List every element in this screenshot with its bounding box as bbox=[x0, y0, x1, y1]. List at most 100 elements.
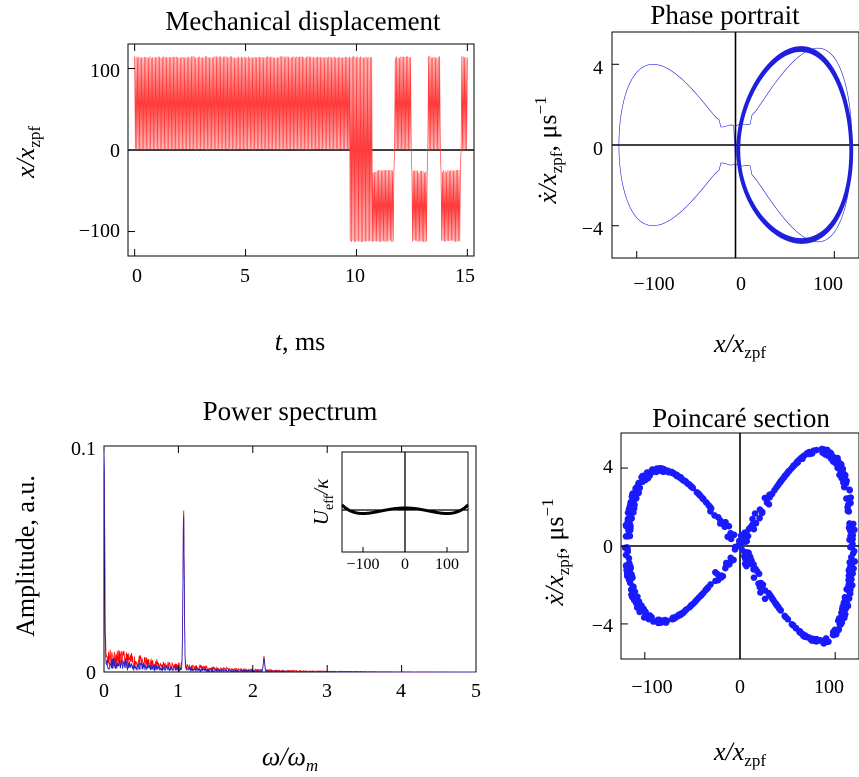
phase-xlabel: x/xzpf bbox=[713, 329, 766, 362]
poincare-point bbox=[751, 510, 759, 517]
poincare-point bbox=[749, 515, 756, 523]
poincare-point bbox=[725, 522, 733, 530]
displacement-xtick-label: 10 bbox=[345, 265, 365, 287]
displacement-ytick-label: 100 bbox=[90, 60, 120, 82]
poincare-point bbox=[776, 479, 784, 486]
poincare-point bbox=[677, 611, 685, 618]
poincare-point bbox=[700, 496, 707, 503]
phase-title: Phase portrait bbox=[650, 0, 800, 30]
phase-axes bbox=[612, 32, 859, 258]
poincare-point bbox=[768, 490, 776, 497]
poincare-point bbox=[851, 558, 859, 565]
spectrum-title: Power spectrum bbox=[203, 396, 378, 426]
spectrum-xlabel: ω/ωm bbox=[262, 742, 318, 775]
poincare-point bbox=[717, 517, 724, 524]
poincare-point bbox=[773, 483, 780, 491]
poincare-point bbox=[736, 539, 744, 546]
poincare-point bbox=[842, 605, 850, 612]
spectrum-xtick-label: 0 bbox=[99, 680, 109, 702]
poincare-point bbox=[623, 570, 631, 577]
poincare-ytick-label: 0 bbox=[603, 536, 613, 558]
poincare-point bbox=[843, 477, 850, 485]
phase-xtick-label: −100 bbox=[633, 273, 674, 295]
poincare-point bbox=[773, 601, 780, 608]
poincare-point bbox=[800, 632, 808, 639]
poincare-point bbox=[837, 470, 845, 477]
inset-axes bbox=[342, 452, 468, 552]
poincare-point bbox=[845, 581, 853, 588]
poincare-point bbox=[728, 557, 735, 565]
poincare-xtick-label: −100 bbox=[631, 676, 672, 698]
poincare-point bbox=[794, 459, 801, 466]
poincare-point bbox=[835, 625, 843, 633]
inset-xtick-label: 100 bbox=[435, 556, 459, 573]
phase-ylabel: ẋ/xzpf, μs−1 bbox=[531, 96, 566, 204]
spectrum-xtick-label: 4 bbox=[396, 680, 406, 702]
poincare-point bbox=[660, 468, 667, 476]
poincare-point bbox=[750, 566, 757, 573]
poincare-point bbox=[682, 478, 690, 485]
poincare-point bbox=[722, 564, 729, 572]
poincare-point bbox=[661, 616, 669, 624]
poincare-point bbox=[756, 514, 763, 522]
poincare-ytick-label: 4 bbox=[603, 456, 613, 478]
poincare-point bbox=[719, 572, 727, 580]
poincare-point bbox=[845, 524, 853, 532]
poincare-point bbox=[669, 614, 677, 622]
poincare-point bbox=[784, 615, 792, 623]
poincare-point bbox=[847, 565, 855, 573]
inset-potential-curve bbox=[340, 503, 470, 516]
poincare-point bbox=[626, 526, 634, 534]
poincare-point bbox=[835, 458, 842, 465]
poincare-point bbox=[649, 618, 657, 625]
poincare-point bbox=[848, 576, 855, 583]
spectrum-xtick-label: 2 bbox=[248, 680, 258, 702]
phase-ticks bbox=[612, 63, 835, 258]
spectrum-ytick-label: 0 bbox=[86, 662, 96, 684]
poincare-point bbox=[851, 526, 858, 534]
poincare-ytick-label: −4 bbox=[592, 615, 613, 637]
poincare-point bbox=[824, 446, 831, 454]
inset-xtick-label: 0 bbox=[401, 556, 409, 573]
poincare-point bbox=[631, 588, 639, 595]
spectrum-ytick-label: 0.1 bbox=[71, 438, 96, 460]
poincare-ticks bbox=[621, 467, 836, 659]
poincare-point bbox=[789, 622, 797, 629]
spectrum-xtick-label: 3 bbox=[322, 680, 332, 702]
poincare-xtick-label: 0 bbox=[735, 676, 745, 698]
poincare-point bbox=[632, 485, 640, 492]
poincare-point bbox=[688, 483, 696, 491]
phase-ytick-label: −4 bbox=[582, 218, 603, 240]
displacement-ytick-label: −100 bbox=[79, 220, 120, 242]
displacement-ytick-label: 0 bbox=[110, 140, 120, 162]
poincare-title: Poincaré section bbox=[652, 403, 830, 433]
poincare-point bbox=[763, 499, 771, 507]
spectrum-inset: −100 0 100 Ueff/κ bbox=[309, 451, 470, 573]
poincare-point bbox=[846, 559, 853, 566]
spectrum-xtick-label: 5 bbox=[471, 680, 481, 702]
poincare-ylabel: ẋ/xzpf, μs−1 bbox=[538, 498, 573, 606]
poincare-point bbox=[628, 593, 636, 601]
poincare-point bbox=[786, 467, 793, 475]
spectrum-xtick-label: 1 bbox=[173, 680, 183, 702]
inset-xtick-label: −100 bbox=[346, 556, 379, 573]
poincare-point bbox=[635, 479, 642, 487]
poincare-point bbox=[743, 532, 751, 540]
panel-phase-portrait: Phase portrait 4 0 −4 −100 0 100 x/xzpf … bbox=[531, 0, 859, 362]
phase-separatrix-line bbox=[618, 47, 853, 243]
poincare-point bbox=[626, 577, 634, 585]
poincare-point bbox=[750, 574, 758, 581]
poincare-point bbox=[756, 506, 764, 513]
poincare-point bbox=[761, 595, 769, 603]
poincare-point bbox=[825, 638, 832, 645]
poincare-point bbox=[711, 512, 718, 519]
poincare-xtick-label: 100 bbox=[814, 676, 844, 698]
poincare-point bbox=[755, 580, 762, 587]
panel-power-spectrum: Power spectrum 0.1 0 0 1 2 3 4 5 ω/ωm Am… bbox=[11, 396, 481, 775]
displacement-ylabel: x/xzpf bbox=[11, 126, 44, 179]
poincare-point bbox=[635, 600, 643, 607]
displacement-xlabel: t, ms bbox=[275, 327, 326, 356]
poincare-point bbox=[724, 533, 731, 541]
phase-ytick-label: 4 bbox=[593, 57, 603, 79]
